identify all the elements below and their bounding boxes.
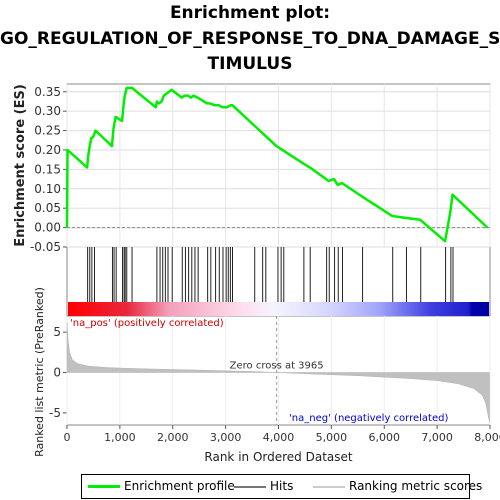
- es-ytick-label: 0.25: [34, 124, 61, 138]
- es-ytick-label: 0.10: [34, 182, 61, 196]
- es-ytick-label: 0.05: [34, 201, 61, 215]
- x-tick-label: 7,000: [421, 431, 453, 444]
- legend-swatch-hits: [234, 485, 266, 488]
- x-tick-label: 3,000: [210, 431, 242, 444]
- x-tick-label: 4,000: [263, 431, 295, 444]
- chart-title-line-2: GO_REGULATION_OF_RESPONSE_TO_DNA_DAMAGE_…: [0, 29, 500, 49]
- positive-correlation-label: 'na_pos' (positively correlated): [70, 318, 224, 329]
- x-tick-label: 1,000: [104, 431, 136, 444]
- legend-label-enrichment: Enrichment profile: [124, 479, 235, 493]
- legend-item-enrichment: Enrichment profile: [88, 479, 235, 493]
- x-tick-label: 6,000: [369, 431, 401, 444]
- x-tick-label: 5,000: [316, 431, 348, 444]
- es-ytick-label: 0.35: [34, 85, 61, 99]
- chart-title-line-1: Enrichment plot:: [169, 3, 331, 23]
- legend-swatch-ranking: [313, 485, 345, 488]
- es-ytick-label: 0.30: [34, 104, 61, 118]
- chart-title-line-3: TIMULUS: [207, 54, 293, 74]
- legend-item-ranking: Ranking metric scores: [313, 479, 482, 493]
- metric-ytick-label: 5: [53, 325, 61, 339]
- rank-colorbar: [68, 302, 489, 316]
- ranking-metric-area: [66, 322, 490, 423]
- es-ytick-label: 0.00: [34, 221, 61, 235]
- x-tick-label: 0: [64, 431, 71, 444]
- zero-cross-label: Zero cross at 3965: [230, 361, 324, 372]
- metric-ytick-label: -5: [49, 406, 61, 420]
- legend-label-ranking: Ranking metric scores: [349, 479, 483, 493]
- legend-label-hits: Hits: [270, 479, 294, 493]
- x-tick-label: 8,000: [474, 431, 500, 444]
- es-ytick-label: 0.15: [34, 162, 61, 176]
- chart-legend: Enrichment profile Hits Ranking metric s…: [81, 474, 482, 499]
- es-ytick-label: -0.05: [30, 240, 61, 254]
- enrichment-profile-line: [65, 86, 489, 243]
- es-ytick-label: 0.20: [34, 143, 61, 157]
- negative-correlation-label: 'na_neg' (negatively correlated): [289, 413, 448, 424]
- es-y-axis-label: Enrichment score (ES): [13, 84, 28, 247]
- legend-swatch-enrichment: [88, 485, 120, 488]
- metric-y-axis-label: Ranked list metric (PreRanked): [33, 287, 46, 457]
- x-axis-label: Rank in Ordered Dataset: [204, 450, 352, 464]
- x-tick-label: 2,000: [157, 431, 189, 444]
- legend-item-hits: Hits: [234, 479, 293, 493]
- metric-ytick-label: 0: [53, 366, 61, 380]
